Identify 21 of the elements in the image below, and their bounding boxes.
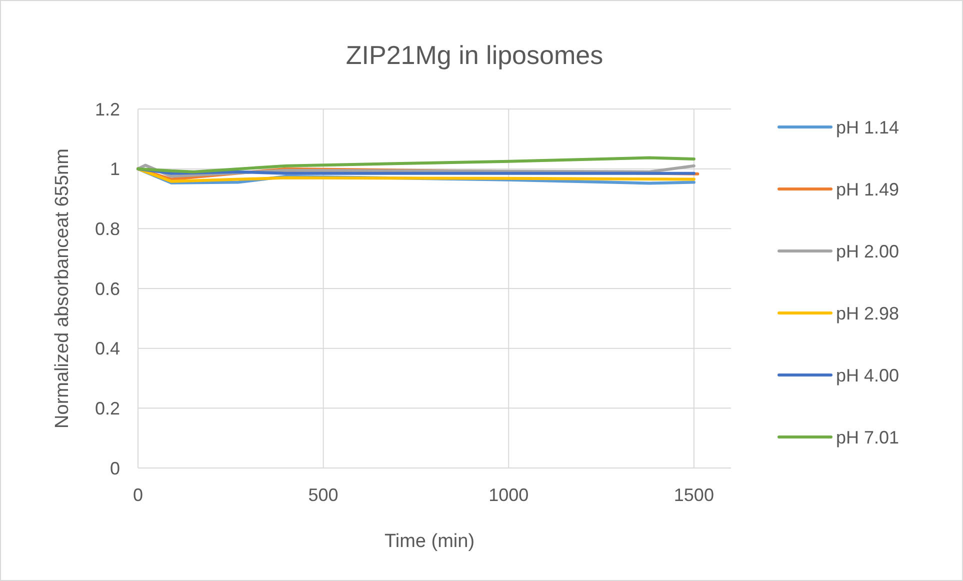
y-tick-label: 1	[110, 159, 120, 180]
x-tick-label: 0	[132, 485, 144, 505]
legend-label: pH 1.14	[836, 117, 900, 138]
legend-label: pH 2.98	[836, 303, 900, 324]
legend-label: pH 2.00	[836, 241, 900, 262]
x-tick-label: 500	[308, 485, 338, 505]
y-tick-label: 1.2	[94, 99, 120, 120]
legend-label: pH 1.49	[836, 179, 900, 200]
y-tick-label: 0	[110, 458, 120, 478]
x-tick-label: 1500	[674, 485, 714, 505]
line-series	[136, 156, 696, 174]
y-tick-label: 0.6	[94, 278, 120, 299]
y-tick-label: 0.2	[94, 398, 120, 418]
y-tick-label: 0.8	[94, 218, 120, 239]
x-tick-label: 1000	[488, 485, 529, 505]
legend-label: pH 4.00	[836, 365, 900, 386]
x-axis-title: Time (min)	[384, 531, 475, 552]
y-tick-label: 0.4	[94, 338, 120, 359]
y-axis-title: Normalized absorbanceat 655nm	[52, 148, 73, 428]
legend-label: pH 7.01	[836, 427, 900, 448]
chart-title: ZIP21Mg in liposomes	[346, 40, 604, 70]
